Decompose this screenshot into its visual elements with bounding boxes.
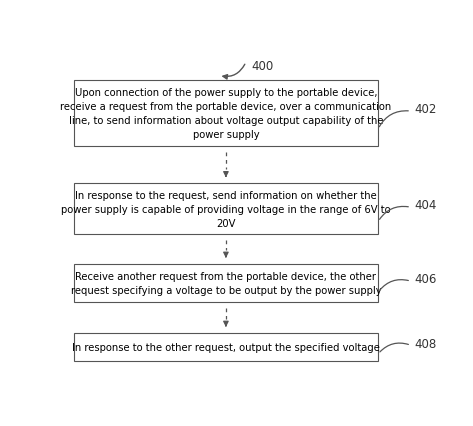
Text: In response to the request, send information on whether the
power supply is capa: In response to the request, send informa…: [61, 190, 391, 228]
Text: 406: 406: [415, 273, 437, 286]
Bar: [74, 81, 378, 146]
Text: In response to the other request, output the specified voltage: In response to the other request, output…: [72, 342, 380, 352]
Text: 402: 402: [415, 103, 437, 116]
Text: Receive another request from the portable device, the other
request specifying a: Receive another request from the portabl…: [70, 271, 381, 295]
Text: 408: 408: [415, 337, 437, 350]
Bar: [74, 333, 378, 361]
Text: 404: 404: [415, 199, 437, 212]
Bar: [74, 184, 378, 235]
Text: Upon connection of the power supply to the portable device,
receive a request fr: Upon connection of the power supply to t…: [60, 87, 392, 139]
Bar: [74, 264, 378, 302]
Text: 400: 400: [252, 59, 274, 72]
